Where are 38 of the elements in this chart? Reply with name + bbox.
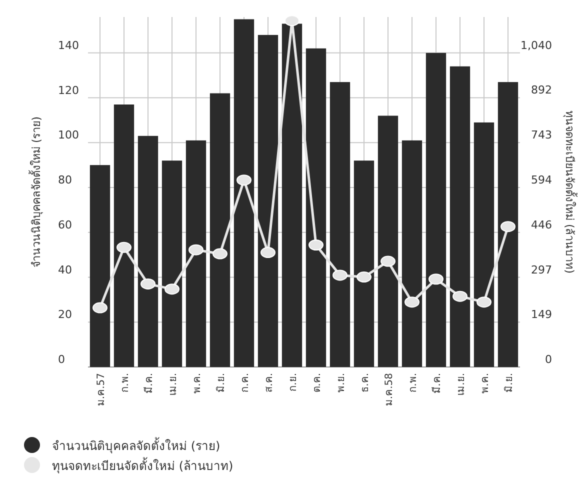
y-tick-label: 0	[58, 353, 65, 366]
x-tick-label: พ.ค.	[480, 373, 491, 394]
x-tick-label: มิ.ย.	[216, 373, 227, 392]
x-tick-label: ม.ค.57	[96, 373, 107, 406]
legend-label: ทุนจดทะเบียนจัดตั้งใหม่ (ล้านบาท)	[52, 457, 234, 474]
y2-tick-label: 0	[545, 353, 552, 366]
y2-tick-label: 743	[531, 128, 552, 142]
y-tick-label: 100	[58, 128, 79, 142]
x-tick-label: ธ.ค.	[360, 373, 371, 392]
y-tick-label: 140	[58, 38, 79, 52]
legend-label: จำนวนนิติบุคคลจัดตั้งใหม่ (ราย)	[52, 437, 220, 454]
x-tick-label: ก.พ.	[408, 373, 419, 392]
y-axis-title: จำนวนนิติบุคคลจัดตั้งใหม่ (ราย)	[28, 116, 43, 268]
x-tick-label: เม.ย.	[456, 373, 467, 396]
x-tick-label: ก.ค.	[240, 373, 251, 392]
x-tick-label: ก.ย.	[288, 373, 299, 392]
y2-tick-label: 594	[531, 174, 552, 187]
y-tick-label: 40	[58, 263, 72, 276]
x-tick-label: มิ.ย.	[504, 373, 515, 392]
x-tick-label: ส.ค.	[264, 373, 275, 392]
x-tick-label: ม.ค.58	[384, 373, 395, 406]
y-tick-label: 120	[58, 84, 79, 97]
y-tick-label: 20	[58, 308, 72, 322]
x-tick-label: มี.ค.	[431, 373, 443, 394]
y2-tick-label: 446	[531, 218, 552, 232]
x-tick-label: ต.ค.	[312, 373, 323, 392]
x-tick-label: มี.ค.	[143, 373, 155, 394]
x-tick-label: เม.ย.	[168, 373, 179, 396]
y2-tick-label: 892	[531, 84, 552, 97]
y-tick-label: 80	[58, 174, 72, 187]
x-tick-label: พ.ค.	[192, 373, 203, 394]
y2-tick-label: 297	[531, 263, 552, 276]
y2-axis-title: ทุนจดทะเบียนจัดตั้งใหม่ (ล้านบาท)	[563, 110, 578, 274]
x-tick-label: ก.พ.	[120, 373, 131, 392]
y-tick-label: 60	[58, 218, 72, 232]
y2-tick-label: 149	[531, 308, 552, 322]
x-tick-label: พ.ย.	[336, 373, 347, 392]
y2-tick-label: 1,040	[520, 38, 552, 52]
